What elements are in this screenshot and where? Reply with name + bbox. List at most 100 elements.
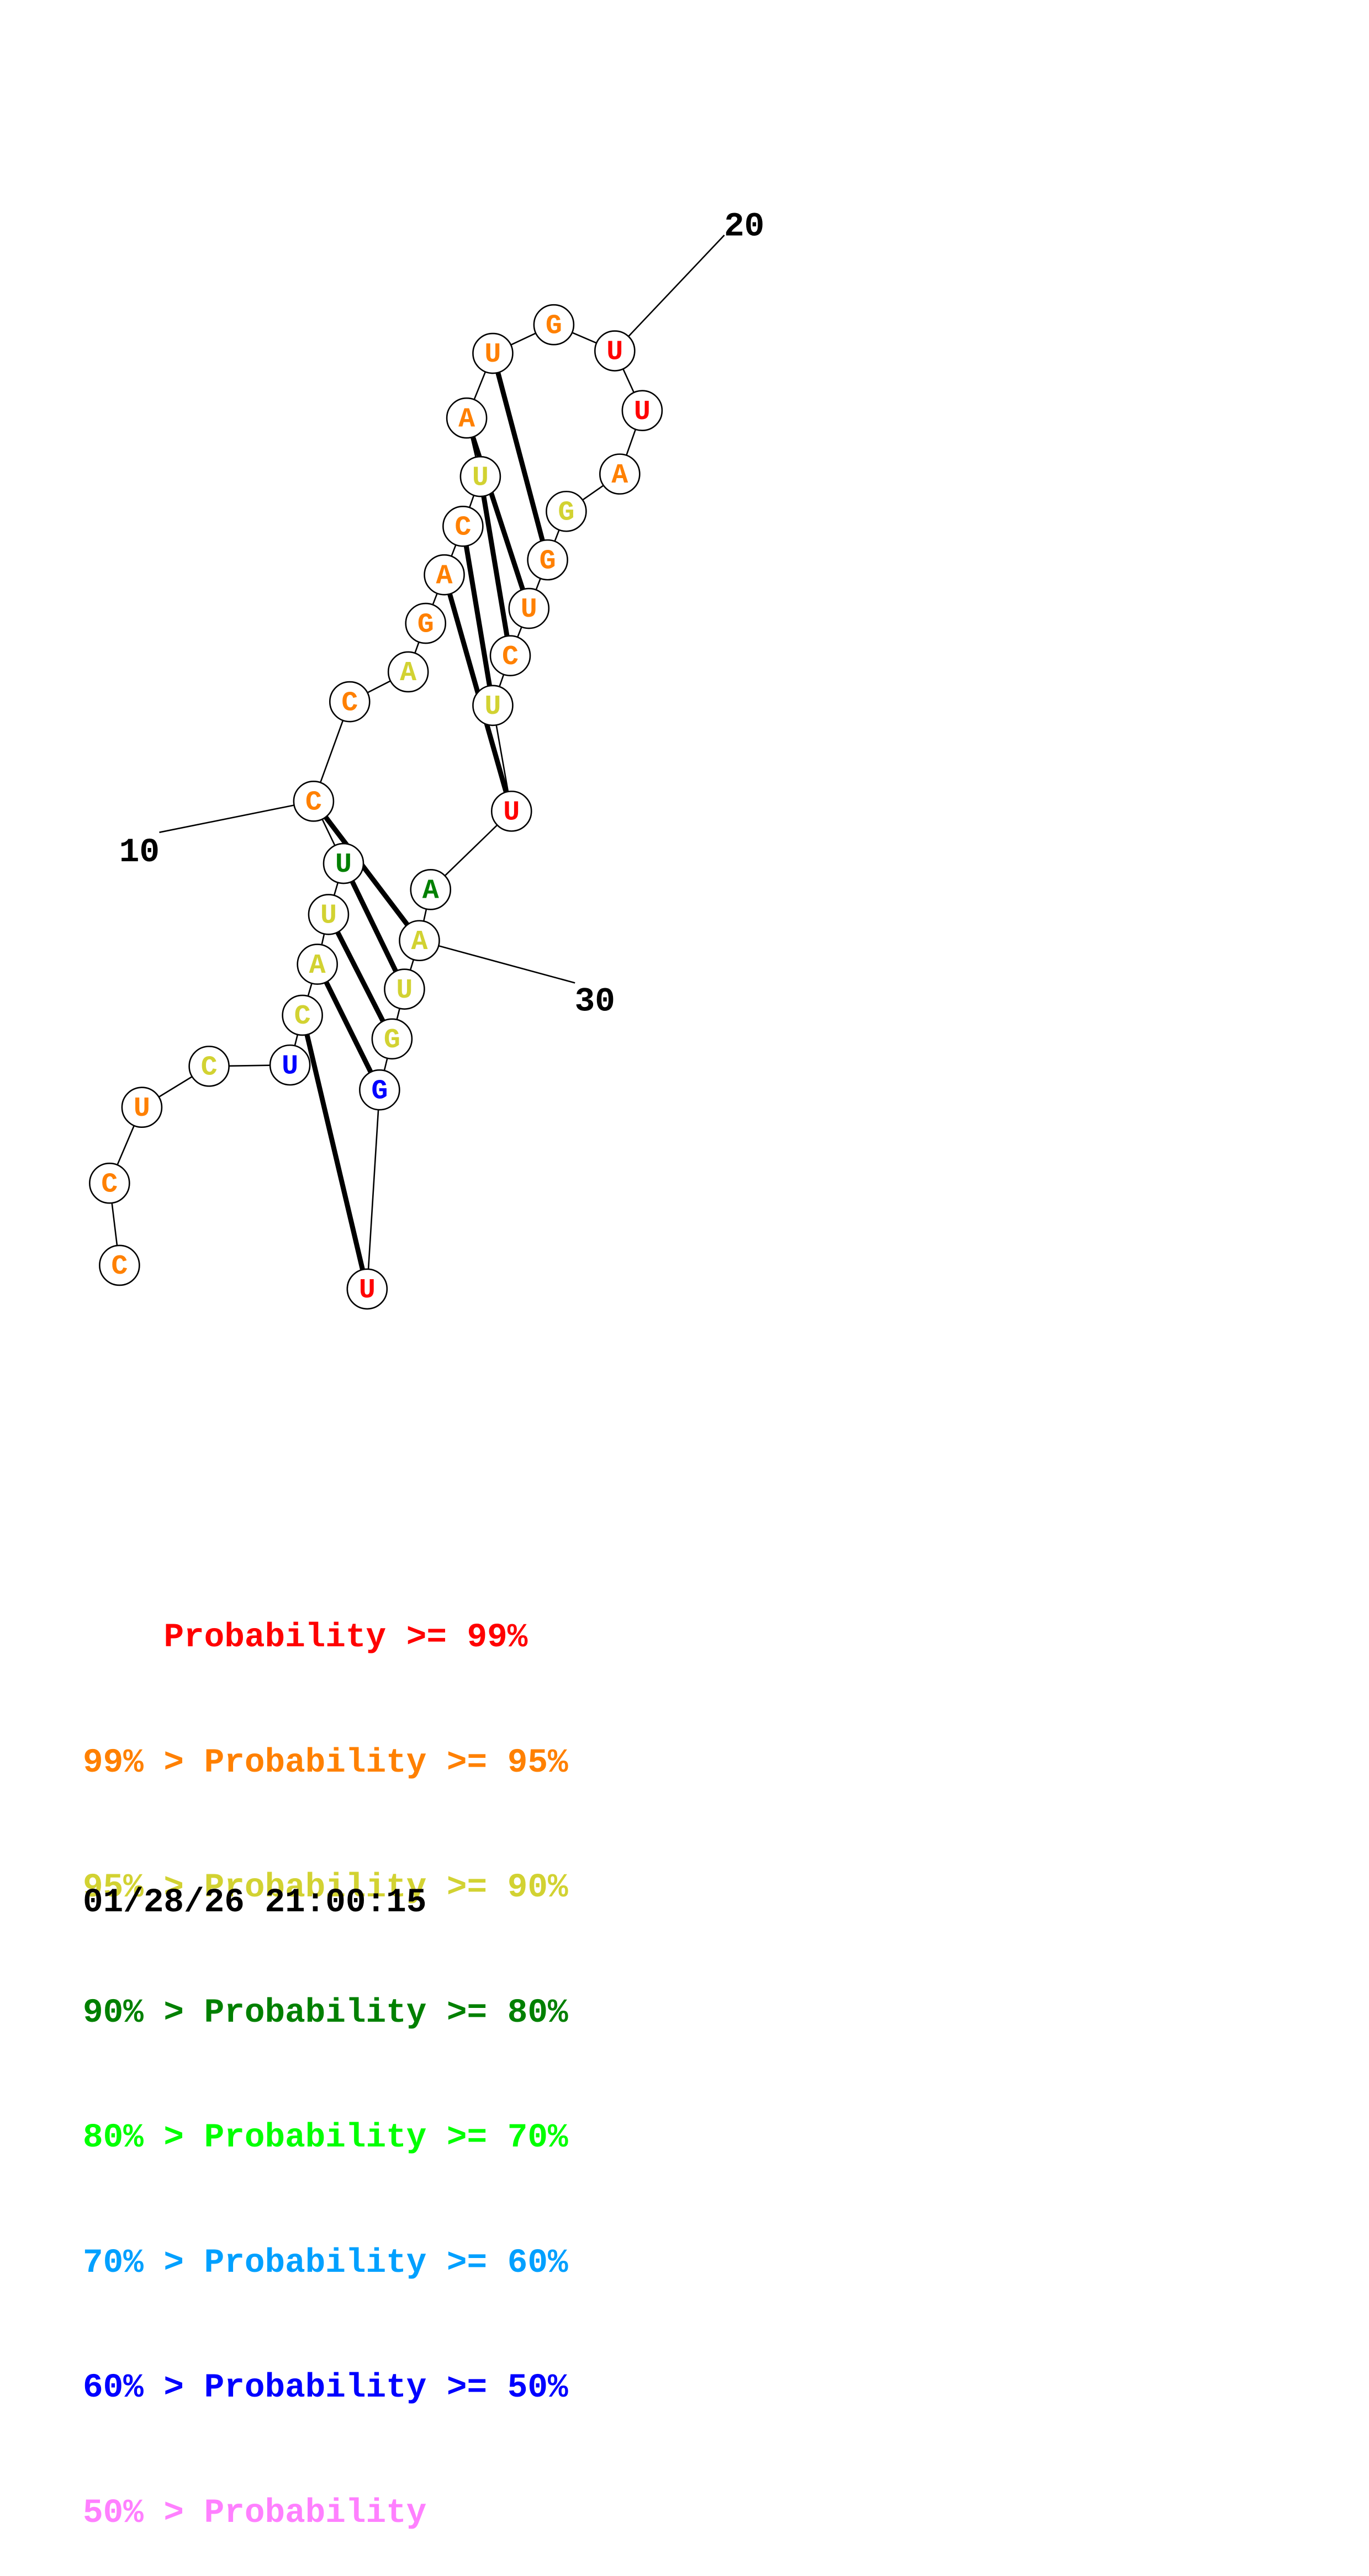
nucleotide-circle xyxy=(446,397,488,439)
nucleotide: U xyxy=(121,1086,163,1128)
nucleotide-base: A xyxy=(309,950,326,982)
nucleotide-circle xyxy=(405,602,447,644)
legend-prefix: 70% > xyxy=(83,2244,204,2282)
nucleotide: U xyxy=(346,1268,388,1310)
legend-line-1: Probability >= 99% xyxy=(83,1617,568,1659)
nucleotide-base: G xyxy=(371,1075,388,1107)
nucleotide: U xyxy=(472,332,514,374)
nucleotide-circle xyxy=(297,944,338,985)
position-label: 10 xyxy=(119,834,160,872)
legend-line-5: 80% > Probability >= 70% xyxy=(83,2117,568,2159)
nucleotide: U xyxy=(472,685,514,727)
nucleotide: C xyxy=(442,505,484,547)
nucleotide-base: C xyxy=(201,1052,218,1084)
nucleotide: U xyxy=(490,791,532,832)
backbone-link xyxy=(366,1090,380,1289)
nucleotide-base: U xyxy=(484,339,501,370)
nucleotide-circle xyxy=(371,1018,413,1060)
legend-prefix: 80% > xyxy=(83,2119,204,2157)
nucleotide: A xyxy=(424,554,465,596)
nucleotide-base: A xyxy=(411,926,427,958)
nucleotide-base: U xyxy=(484,691,501,723)
nucleotide-base: A xyxy=(611,460,628,491)
legend-prefix xyxy=(83,1619,163,1657)
nucleotide-base: U xyxy=(282,1051,298,1082)
nucleotide-circle xyxy=(282,994,323,1036)
nucleotide: A xyxy=(410,869,452,910)
timestamp: 01/28/26 21:00:15 xyxy=(83,1884,427,1922)
nucleotide: A xyxy=(387,651,429,693)
nucleotide-circle xyxy=(399,920,440,962)
legend-line-3: 95% > Probability >= 90% xyxy=(83,1867,568,1909)
nucleotide-base: U xyxy=(134,1093,150,1125)
nucleotide-base: U xyxy=(472,462,489,494)
nucleotide-circle xyxy=(323,842,364,884)
nucleotide-circle xyxy=(546,490,587,532)
nucleotide: G xyxy=(359,1069,400,1111)
base-pair-bond xyxy=(300,1014,370,1290)
legend-prefix: 60% > xyxy=(83,2369,204,2407)
nucleotide: U xyxy=(323,842,364,884)
nucleotide-circle xyxy=(346,1268,388,1310)
nucleotide-base: C xyxy=(341,687,358,719)
legend-line-7: 60% > Probability >= 50% xyxy=(83,2367,568,2409)
legend-line-6: 70% > Probability >= 60% xyxy=(83,2243,568,2285)
nucleotide-base: G xyxy=(417,609,434,640)
nucleotide-base: U xyxy=(320,900,337,932)
nucleotide-circle xyxy=(308,894,350,935)
nucleotide-base: U xyxy=(521,594,537,626)
legend-text: Probability >= 70% xyxy=(204,2119,568,2157)
nucleotide-circle xyxy=(188,1046,230,1087)
nucleotide-base: C xyxy=(305,787,322,819)
backbone-layer xyxy=(109,324,643,1289)
probability-legend: Probability >= 99% 99% > Probability >= … xyxy=(83,1534,568,2576)
nucleotide: G xyxy=(405,602,447,644)
nucleotide: U xyxy=(308,894,350,935)
nucleotide: U xyxy=(508,587,550,629)
position-tick xyxy=(419,940,575,984)
nucleotide: A xyxy=(446,397,488,439)
legend-text: Probability >= 99% xyxy=(163,1619,528,1657)
legend-prefix: 99% > xyxy=(83,1743,204,1782)
nucleotide: C xyxy=(293,781,335,822)
nucleotide-circle xyxy=(387,651,429,693)
legend-prefix: 50% > xyxy=(83,2494,204,2532)
nucleotide-base: U xyxy=(634,396,651,428)
nucleotide: U xyxy=(621,390,663,432)
nucleotide-circle xyxy=(329,681,371,723)
nucleotide-circle xyxy=(472,685,514,727)
nucleotide: G xyxy=(546,490,587,532)
nucleotide-circle xyxy=(489,635,531,676)
nucleotide-circle xyxy=(459,455,501,497)
nucleotide: C xyxy=(282,994,323,1036)
legend-prefix: 90% > xyxy=(83,1994,204,2032)
nucleotide-circle xyxy=(410,869,452,910)
nucleotide: C xyxy=(188,1046,230,1087)
nucleotide: C xyxy=(329,681,371,723)
position-tick xyxy=(614,235,725,352)
legend-prefix: 95% > xyxy=(83,1869,204,1907)
base-pair-bond xyxy=(341,862,407,990)
position-label: 30 xyxy=(575,983,615,1021)
legend-text: Probability >= 80% xyxy=(204,1994,568,2032)
nucleotide-circle xyxy=(527,539,568,581)
nucleotide-circle xyxy=(293,781,335,822)
nucleotide-circle xyxy=(121,1086,163,1128)
nucleotide-base: U xyxy=(359,1275,376,1306)
nucleotide-circle xyxy=(269,1044,311,1086)
nucleotide-base: G xyxy=(384,1025,400,1056)
nucleotide-base: U xyxy=(503,797,520,829)
nucleotide-base: A xyxy=(422,876,439,907)
legend-text: Probability xyxy=(204,2494,427,2532)
nucleotide-base: A xyxy=(458,404,475,435)
nucleotide-circle xyxy=(99,1244,140,1286)
nucleotide-base: U xyxy=(335,849,352,881)
nucleotide: G xyxy=(533,304,575,346)
nucleotide: C xyxy=(89,1162,130,1204)
nucleotide-base: C xyxy=(111,1251,128,1282)
nucleotide-base: G xyxy=(558,497,574,528)
nucleotide: A xyxy=(297,944,338,985)
nucleotide: U xyxy=(459,455,501,497)
base-pair-bond xyxy=(478,476,513,656)
nucleotide-circle xyxy=(594,330,636,372)
